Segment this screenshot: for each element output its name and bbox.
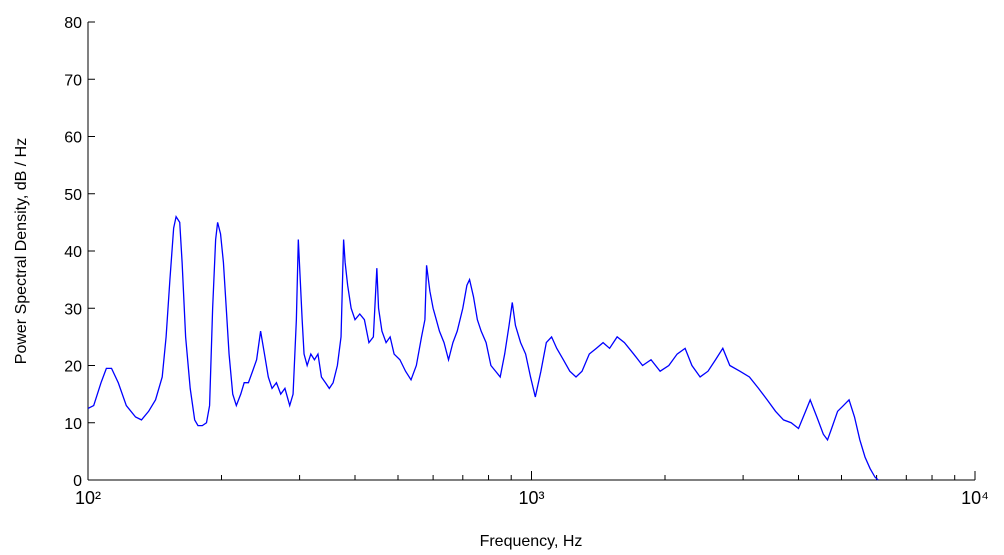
x-tick-label: 10⁴ — [961, 488, 989, 508]
y-tick-label: 40 — [64, 244, 82, 261]
y-tick-label: 60 — [64, 130, 82, 147]
y-tick-label: 70 — [64, 72, 82, 89]
y-tick-label: 30 — [64, 301, 82, 318]
x-tick-label: 10² — [75, 488, 101, 508]
series-line — [87, 214, 879, 481]
x-tick-label: 10³ — [518, 488, 544, 508]
y-tick-label: 50 — [64, 187, 82, 204]
x-axis-label: Frequency, Hz — [480, 533, 583, 550]
y-axis-label: Power Spectral Density, dB / Hz — [13, 138, 30, 364]
y-tick-label: 20 — [64, 359, 82, 376]
y-tick-label: 0 — [73, 473, 82, 490]
y-tick-label: 10 — [64, 416, 82, 433]
y-tick-label: 80 — [64, 15, 82, 32]
